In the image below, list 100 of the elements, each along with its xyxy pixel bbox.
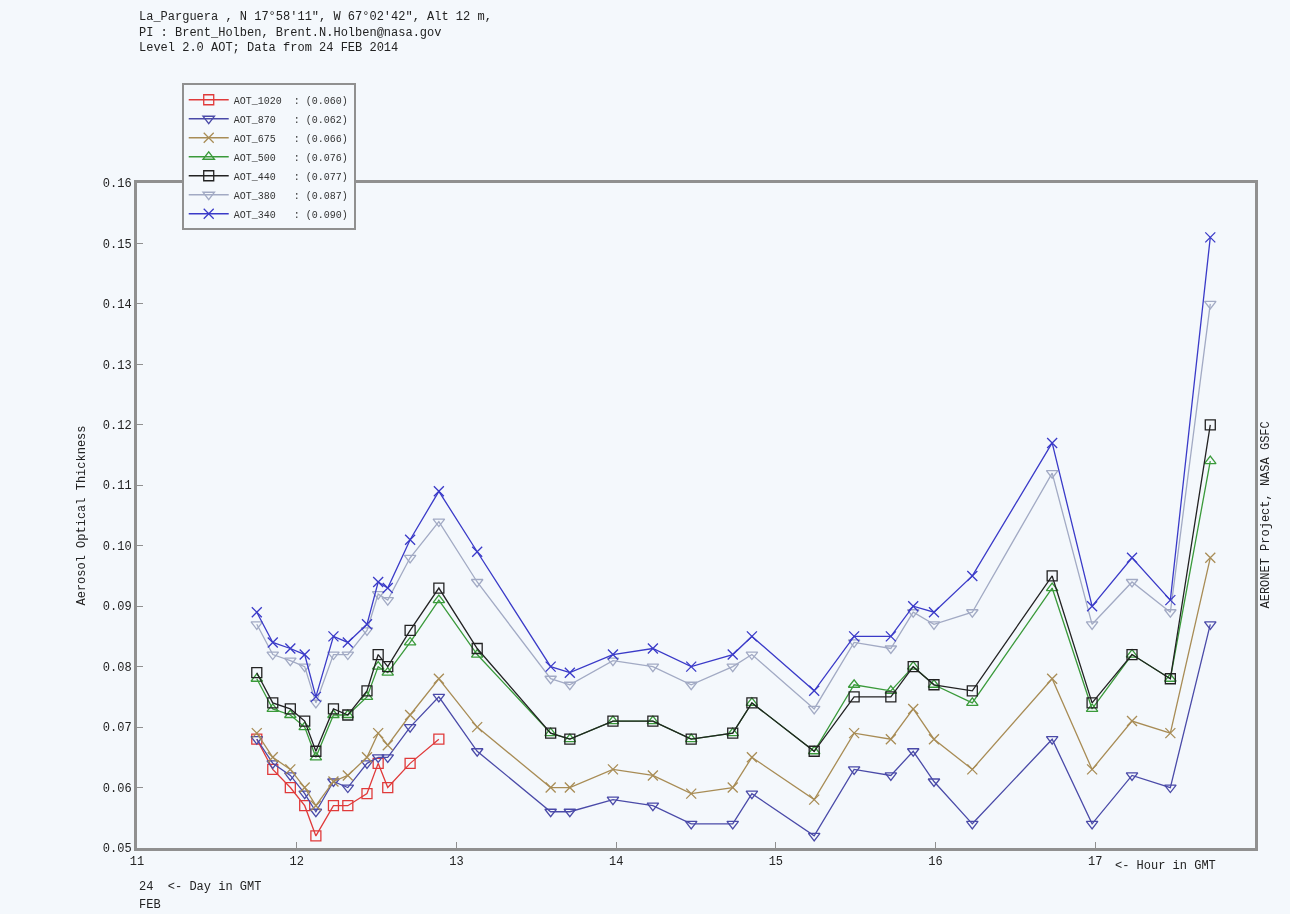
point xyxy=(342,636,354,649)
point xyxy=(361,787,373,800)
x-tick-label: 13 xyxy=(449,855,464,870)
point xyxy=(471,642,483,655)
point xyxy=(404,624,416,637)
point xyxy=(1045,582,1059,592)
chart-title: La_Parguera , N 17°58'11", W 67°02'42", Alt 12 m, PI : Brent_Holben, Brent.N.Holben@nasa.gov Level 2.0 AOT; Data from 24 FEB 2014 xyxy=(139,10,492,56)
text: FEB xyxy=(139,898,161,912)
point xyxy=(432,594,446,604)
point xyxy=(432,693,446,703)
point xyxy=(251,727,263,739)
point xyxy=(907,703,919,715)
point xyxy=(1204,419,1216,431)
point xyxy=(1163,784,1177,794)
point xyxy=(342,769,354,782)
point xyxy=(807,705,821,715)
point xyxy=(267,697,279,709)
point xyxy=(745,790,759,800)
point xyxy=(284,642,296,655)
point xyxy=(251,606,263,618)
point xyxy=(360,760,374,770)
legend-label: AOT_380 : (0.087) xyxy=(233,190,348,202)
point xyxy=(684,681,698,691)
point xyxy=(382,781,394,794)
legend-label: AOT_440 : (0.077) xyxy=(233,171,348,183)
point xyxy=(266,703,280,713)
point xyxy=(1086,697,1098,709)
y-tick-label: 0.05 xyxy=(102,842,132,857)
y-tick-label: 0.08 xyxy=(102,660,132,675)
point xyxy=(1085,820,1099,830)
point xyxy=(684,820,698,830)
point xyxy=(371,590,385,600)
point xyxy=(808,685,820,697)
point xyxy=(885,733,897,745)
x-tick-label: 15 xyxy=(768,855,784,870)
point xyxy=(298,721,312,731)
point xyxy=(327,709,340,719)
point xyxy=(267,763,279,776)
point xyxy=(299,781,311,794)
y-tick-label: 0.06 xyxy=(102,781,132,796)
point xyxy=(1125,578,1139,588)
point xyxy=(310,745,322,757)
point xyxy=(284,781,296,794)
point xyxy=(342,800,354,812)
point xyxy=(884,645,898,655)
point xyxy=(309,699,323,709)
point xyxy=(727,781,739,794)
x-axis-title: <- Hour in GMT xyxy=(1115,859,1216,873)
point xyxy=(284,703,296,715)
point xyxy=(403,554,417,564)
y-tick-label: 0.16 xyxy=(102,177,132,192)
point xyxy=(283,772,297,782)
point xyxy=(381,596,395,606)
point xyxy=(746,751,758,763)
point xyxy=(298,663,312,673)
point xyxy=(298,790,312,800)
point xyxy=(372,757,384,770)
point xyxy=(299,800,311,812)
point xyxy=(965,697,979,707)
point xyxy=(928,733,940,745)
point xyxy=(361,751,373,763)
point xyxy=(1046,570,1058,582)
point xyxy=(361,685,373,697)
x-tick-label: 12 xyxy=(289,855,304,870)
point xyxy=(545,660,557,673)
point xyxy=(885,691,897,703)
y-axis-title: Aerosol Optical Thickness xyxy=(75,425,90,606)
point xyxy=(1204,552,1216,564)
point xyxy=(372,727,384,739)
point xyxy=(647,642,659,655)
point xyxy=(310,800,322,812)
y-tick-label: 0.15 xyxy=(102,237,132,252)
y-tick-label: 0.12 xyxy=(102,419,132,434)
point xyxy=(545,781,557,794)
point xyxy=(433,733,445,745)
point xyxy=(907,600,919,612)
y-tick-label: 0.11 xyxy=(102,479,132,494)
point xyxy=(470,648,484,658)
point xyxy=(885,630,897,643)
point xyxy=(544,808,558,818)
point xyxy=(808,793,820,806)
point xyxy=(327,651,340,661)
point xyxy=(607,763,619,776)
y-tick-label: 0.13 xyxy=(102,358,132,373)
point xyxy=(267,636,279,649)
point xyxy=(1125,772,1139,782)
point xyxy=(372,576,384,588)
point xyxy=(382,739,394,751)
point xyxy=(309,751,323,761)
point xyxy=(1085,703,1099,713)
point xyxy=(606,657,620,667)
point xyxy=(341,651,355,661)
y-tick-label: 0.09 xyxy=(102,600,132,615)
legend-label: AOT_1020 : (0.060) xyxy=(233,95,348,107)
point xyxy=(341,784,355,794)
point xyxy=(685,660,697,673)
point xyxy=(299,648,311,661)
point xyxy=(607,648,619,661)
point xyxy=(382,660,394,673)
point xyxy=(327,703,340,715)
